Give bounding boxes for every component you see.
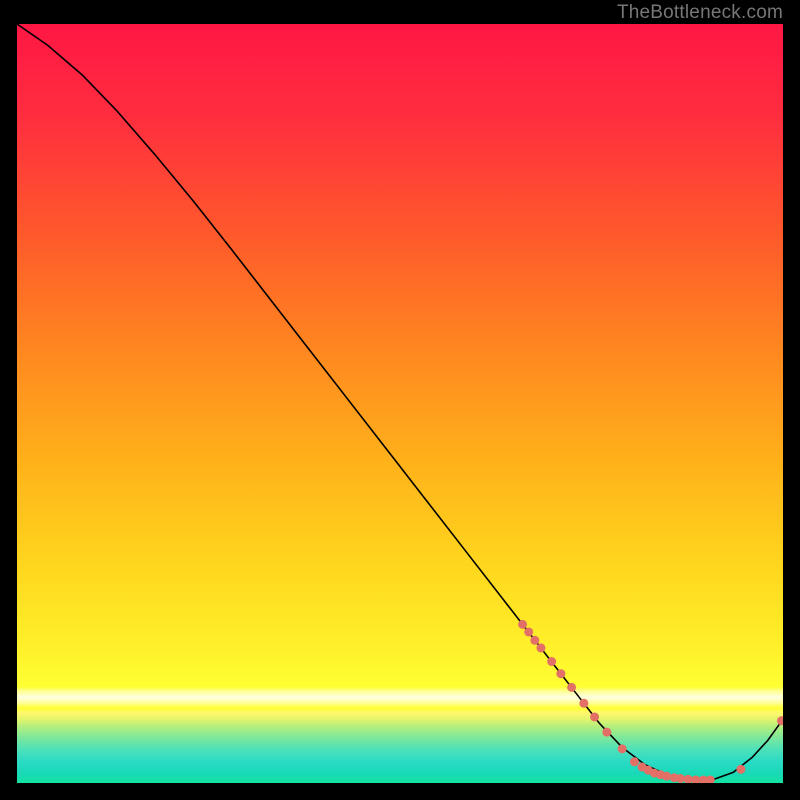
data-marker (536, 643, 545, 652)
chart-container: TheBottleneck.com (0, 0, 800, 800)
data-marker (676, 774, 685, 783)
data-marker (567, 683, 576, 692)
data-marker (630, 757, 639, 766)
chart-background (17, 24, 783, 783)
data-marker (579, 699, 588, 708)
plot-area (17, 24, 783, 783)
watermark-text: TheBottleneck.com (617, 2, 783, 24)
data-marker (736, 765, 745, 774)
data-marker (556, 669, 565, 678)
data-marker (602, 728, 611, 737)
data-marker (518, 620, 527, 629)
data-marker (530, 636, 539, 645)
data-marker (618, 744, 627, 753)
bottleneck-chart (17, 24, 783, 783)
data-marker (547, 657, 556, 666)
data-marker (662, 772, 671, 781)
data-marker (524, 627, 533, 636)
data-marker (590, 712, 599, 721)
